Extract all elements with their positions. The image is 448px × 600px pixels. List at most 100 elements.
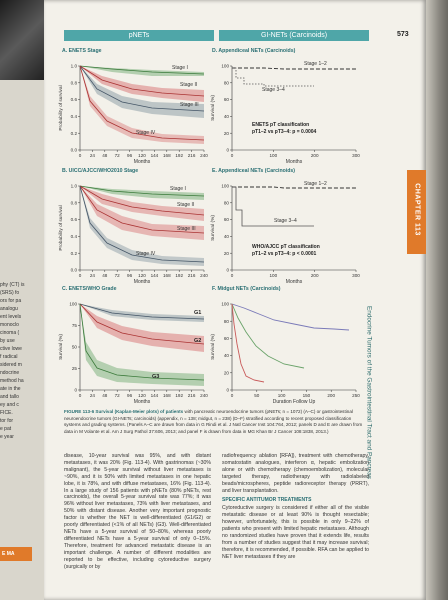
x-tick-label: 144: [151, 273, 159, 278]
stage-4-curve: [79, 185, 205, 263]
y-tick-label: 20: [224, 131, 230, 136]
x-tick-label: 0: [79, 393, 82, 398]
y-tick-label: 25: [72, 366, 78, 371]
grade-3-band: [80, 304, 204, 386]
stage-iii-label: Stage III: [177, 226, 196, 232]
x-tick-label: 168: [163, 393, 171, 398]
y-tick-label: 1.0: [71, 64, 78, 69]
previous-page-text-line: analogu: [0, 306, 18, 312]
body-right-text-2: Cytoreductive surgery is considered if e…: [222, 505, 369, 560]
x-tick-label: 168: [163, 153, 171, 158]
y-tick-label: 0.4: [71, 114, 78, 119]
stage-3-4-curve: [232, 186, 314, 227]
body-right-text-1: radiofrequency ablation [RFA]), treatmen…: [222, 453, 369, 494]
stage-ii-label: Stage II: [180, 82, 197, 88]
stage-1-curve: [79, 65, 205, 75]
panel-c-title: C. ENETS/WHO Grade: [62, 286, 117, 292]
y-tick-label: 0.6: [71, 217, 78, 222]
stage-3-4-label: Stage 3–4: [262, 87, 285, 93]
previous-page-text-line: method ha: [0, 378, 24, 384]
x-tick-label: 200: [311, 273, 319, 278]
y-tick-label: 0: [226, 388, 229, 393]
ct-scan-image: [0, 0, 44, 80]
x-tick-label: 240: [200, 393, 208, 398]
x-axis-label: Months: [134, 399, 151, 405]
previous-page-badge: E MA: [0, 547, 32, 561]
x-tick-label: 200: [327, 393, 335, 398]
y-tick-label: 1.0: [71, 184, 78, 189]
figure-title: Survival (Kaplan-Meier plots) of patient…: [95, 409, 184, 414]
previous-page-text-line: and tallo: [0, 394, 19, 400]
x-axis-label: Months: [134, 159, 151, 165]
stage-3-curve: [79, 185, 205, 234]
x-tick-label: 120: [138, 273, 146, 278]
y-tick-label: 0: [74, 388, 77, 393]
y-tick-label: 40: [224, 114, 230, 119]
y-tick-label: 0.0: [71, 148, 78, 153]
panel-b-title: B. UICC/AJCC/WHO2010 Stage: [62, 168, 139, 174]
stage-i-label: Stage I: [172, 65, 188, 71]
x-tick-label: 300: [352, 273, 360, 278]
previous-page-text-line: monoclo: [0, 322, 19, 328]
x-tick-label: 144: [151, 153, 159, 158]
y-tick-label: 40: [224, 234, 230, 239]
previous-page-text-line: FICE.: [0, 410, 13, 416]
page-number: 573: [397, 31, 409, 38]
panel-b-chart: 0 24 48 72 96 120 144 168 192 216 240 0.0 0.2 0.4 0.6 0…: [58, 184, 208, 285]
stage-3-4-label: Stage 3–4: [274, 218, 297, 224]
y-tick-label: 0: [226, 268, 229, 273]
x-tick-label: 100: [269, 153, 277, 158]
y-tick-label: 0.2: [71, 251, 78, 256]
x-tick-label: 48: [102, 393, 108, 398]
stage-1-curve: [79, 185, 205, 197]
panel-a-chart: 0 24 48 72 96 120 144 168 192 216 240 0.0 0.2 0.4 0.6 0…: [58, 64, 208, 165]
x-tick-label: 240: [200, 153, 208, 158]
x-tick-label: 168: [163, 273, 171, 278]
page-header: pNETs GI-NETs (Carcinoids): [64, 30, 369, 41]
x-axis-label: Months: [286, 279, 303, 285]
previous-page-text-line: ctive lowe: [0, 346, 22, 352]
x-axis-label: Duration Follow Up: [273, 399, 316, 405]
previous-page-text-line: e pat: [0, 426, 12, 432]
x-tick-label: 120: [138, 153, 146, 158]
stage-ii-label: Stage II: [177, 202, 194, 208]
x-tick-label: 48: [102, 153, 108, 158]
y-axis-label: Survival (%): [210, 334, 216, 360]
y-tick-label: 0.6: [71, 97, 78, 102]
p-value-label: pT1–2 vs pT3–4: p < 0.0001: [252, 251, 317, 257]
y-tick-label: 40: [224, 353, 230, 358]
previous-page-text-line: tor for: [0, 418, 14, 424]
figure-caption: FIGURE 113-6 Survival (Kaplan-Meier plot…: [64, 409, 369, 435]
panel-d-chart: 0 100 200 300 0 20 40 60 80 100 Months Survival (%)…: [210, 61, 360, 165]
x-tick-label: 0: [79, 273, 82, 278]
stage-iv-label: Stage IV: [136, 251, 156, 257]
grade-1-curve: [79, 303, 205, 320]
x-tick-label: 48: [102, 273, 108, 278]
panel-e-chart: 0 100 200 300 0 20 40 60 80 100 Months Survival (%)…: [210, 181, 360, 285]
figure-caption-body: with pancreatic neuroendocrine tumors (p…: [64, 409, 363, 434]
book-page: pNETs GI-NETs (Carcinoids) 573 CHAPTER 1…: [44, 0, 426, 600]
x-tick-label: 120: [138, 393, 146, 398]
y-tick-label: 60: [224, 97, 230, 102]
x-tick-label: 72: [115, 153, 121, 158]
y-tick-label: 60: [224, 336, 230, 341]
y-tick-label: 100: [221, 184, 229, 189]
y-axis-label: Survival (%): [210, 215, 216, 241]
stage-iv-label: Stage IV: [136, 130, 156, 136]
panel-c-chart: 0 24 48 72 96 120 144 168 192 216 240 0 25 50 75 100 Mon…: [58, 302, 208, 405]
y-tick-label: 100: [221, 64, 229, 69]
x-tick-label: 50: [254, 393, 260, 398]
previous-page-text-line: ent levels: [0, 314, 22, 320]
classification-label: ENETS pT classification: [252, 122, 309, 128]
previous-page-text-line: cinoma (: [0, 330, 20, 336]
x-tick-label: 96: [127, 393, 133, 398]
x-tick-label: 96: [127, 273, 133, 278]
y-tick-label: 0.0: [71, 268, 78, 273]
grade-2-curve: [79, 303, 205, 345]
g1-label: G1: [194, 310, 201, 316]
stage-2-curve: [79, 185, 205, 216]
body-left-column: disease, 10-year survival was 95%, and w…: [64, 453, 211, 570]
previous-page-text-line: (SRS) fo: [0, 290, 20, 296]
y-tick-label: 0.8: [71, 80, 78, 85]
